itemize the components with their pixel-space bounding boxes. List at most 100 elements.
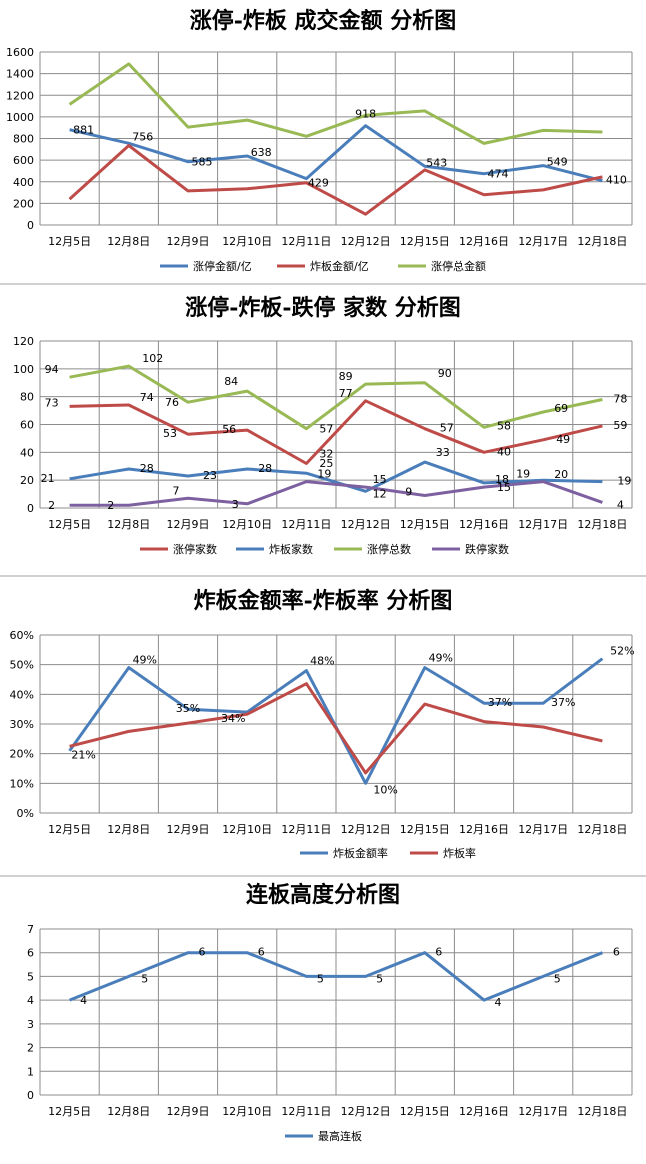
- data-label: 6: [613, 946, 620, 959]
- data-label: 40: [497, 445, 511, 458]
- x-tick-label: 12月8日: [107, 1105, 150, 1118]
- x-tick-label: 12月15日: [400, 1105, 450, 1118]
- series-line-涨停总金额: [68, 62, 603, 145]
- panel-divider: [0, 575, 646, 577]
- x-tick-label: 12月11日: [281, 518, 331, 531]
- chart-rate: 炸板金额率-炸板率 分析图 0% 10% 20% 30% 40% 50% 60% 12月5日 12…: [10, 588, 635, 860]
- x-tick-label: 12月5日: [48, 1105, 91, 1118]
- data-label: 918: [355, 108, 376, 121]
- data-label: 19: [617, 475, 631, 488]
- legend-label: 涨停总数: [367, 542, 411, 556]
- data-label: 84: [224, 375, 238, 388]
- data-label: 49%: [429, 652, 453, 665]
- data-label: 6: [258, 946, 265, 959]
- data-label: 49%: [133, 654, 157, 667]
- series-line-涨停金额/亿: [69, 124, 603, 183]
- y-tick-label: 0%: [17, 807, 34, 820]
- y-tick-label: 3: [27, 1018, 34, 1031]
- x-tick-label: 12月18日: [577, 518, 627, 531]
- y-tick-label: 120: [13, 335, 34, 348]
- data-label: 57: [440, 422, 454, 435]
- y-tick-label: 0: [27, 502, 34, 515]
- y-tick-label: 0: [27, 1089, 34, 1102]
- panel-divider: [0, 283, 646, 285]
- legend-label: 炸板金额/亿: [310, 259, 369, 273]
- legend-label: 炸板金额率: [333, 846, 388, 860]
- series-line-跌停家数: [69, 480, 603, 507]
- legend-label: 涨停总金额: [431, 259, 486, 273]
- data-label: 410: [606, 174, 627, 187]
- series-line-炸板家数: [69, 460, 603, 493]
- y-tick-label: 40: [20, 446, 34, 459]
- data-label: 73: [45, 396, 59, 409]
- legend-label: 最高连板: [318, 1129, 362, 1143]
- data-label: 5: [317, 972, 324, 985]
- y-tick-label: 1: [27, 1065, 34, 1078]
- data-label: 15: [497, 481, 511, 494]
- legend-label: 涨停金额/亿: [193, 259, 252, 273]
- data-label: 102: [142, 352, 163, 365]
- data-label: 21%: [71, 749, 95, 762]
- x-tick-label: 12月5日: [48, 823, 91, 836]
- y-tick-label: 6: [27, 947, 34, 960]
- data-label: 37%: [551, 696, 575, 709]
- data-label: 33: [436, 446, 450, 459]
- y-tick-label: 400: [13, 176, 34, 189]
- data-label: 6: [199, 946, 206, 959]
- y-tick-label: 800: [13, 133, 34, 146]
- x-tick-label: 12月16日: [459, 518, 509, 531]
- x-tick-label: 12月12日: [341, 518, 391, 531]
- data-label: 48%: [310, 655, 334, 668]
- y-tick-label: 200: [13, 197, 34, 210]
- x-tick-label: 12月9日: [167, 1105, 210, 1118]
- x-tick-label: 12月17日: [518, 518, 568, 531]
- x-tick-label: 12月10日: [222, 518, 272, 531]
- data-label: 76: [165, 396, 179, 409]
- panel-rate: 炸板金额率-炸板率 分析图 0% 10% 20% 30% 40% 50% 60% 12月5日 12…: [0, 577, 646, 875]
- legend-label: 炸板家数: [269, 542, 313, 556]
- chart-counts: 涨停-炸板-跌停 家数 分析图 0 20 40 60 80 100 120 12月5日 12月8日…: [13, 295, 633, 556]
- data-label: 23: [203, 469, 217, 482]
- x-tick-label: 12月18日: [577, 823, 627, 836]
- chart-title: 涨停-炸板 成交金额 分析图: [190, 8, 456, 34]
- data-label: 94: [45, 363, 59, 376]
- x-tick-label: 12月11日: [281, 235, 331, 248]
- data-label: 18: [495, 473, 509, 486]
- x-tick-label: 12月16日: [459, 823, 509, 836]
- data-label: 90: [438, 367, 452, 380]
- y-tick-label: 50%: [10, 659, 34, 672]
- data-label: 549: [547, 156, 568, 169]
- y-tick-label: 30%: [10, 718, 34, 731]
- y-tick-label: 80: [20, 391, 34, 404]
- y-tick-label: 0: [27, 219, 34, 232]
- x-tick-label: 12月9日: [167, 518, 210, 531]
- x-tick-label: 12月10日: [222, 823, 272, 836]
- y-tick-label: 1400: [6, 68, 34, 81]
- y-tick-label: 600: [13, 154, 34, 167]
- x-tick-label: 12月18日: [577, 235, 627, 248]
- x-tick-label: 12月11日: [281, 1105, 331, 1118]
- data-label: 10%: [373, 783, 397, 796]
- data-label: 5: [141, 972, 148, 985]
- legend-label: 炸板率: [443, 846, 476, 860]
- data-label: 32: [319, 447, 333, 460]
- data-label: 5: [554, 972, 561, 985]
- panel-amount: 涨停-炸板 成交金额 分析图 0 200 400 600 800 1000 1200 1400 1…: [0, 0, 646, 283]
- x-tick-label: 12月8日: [107, 518, 150, 531]
- data-label: 21: [41, 472, 55, 485]
- data-label: 474: [488, 168, 509, 181]
- data-label: 4: [617, 498, 624, 511]
- data-label: 6: [435, 946, 442, 959]
- series-line-涨停总数: [69, 364, 603, 431]
- x-tick-label: 12月5日: [48, 518, 91, 531]
- chart-title: 连板高度分析图: [246, 882, 400, 908]
- y-tick-label: 2: [27, 1042, 34, 1055]
- data-label: 2: [48, 499, 55, 512]
- data-label: 35%: [176, 702, 200, 715]
- data-label: 89: [339, 370, 353, 383]
- data-label: 34%: [221, 712, 245, 725]
- data-label: 77: [339, 387, 353, 400]
- data-label: 2: [107, 499, 114, 512]
- data-label: 4: [495, 996, 502, 1009]
- data-label: 881: [73, 124, 94, 137]
